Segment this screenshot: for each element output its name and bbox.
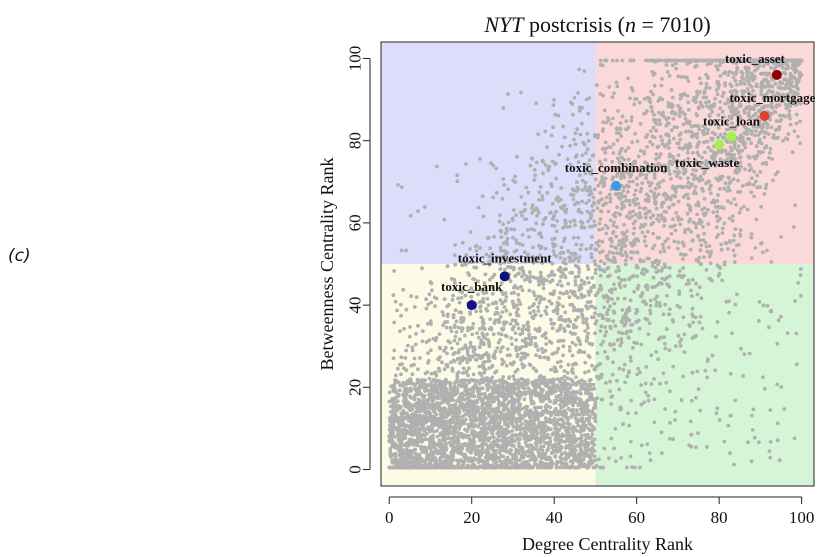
- panel-label: (c): [8, 246, 31, 266]
- label-toxic-bank: toxic_bank: [441, 279, 503, 294]
- x-tick-label-0: 0: [385, 508, 394, 527]
- x-tick-label-100: 100: [789, 508, 815, 527]
- x-tick-label-40: 40: [546, 508, 563, 527]
- x-tick-label-80: 80: [711, 508, 728, 527]
- x-tick-label-60: 60: [628, 508, 645, 527]
- y-axis-label: Betweenness Centrality Rank: [317, 158, 337, 371]
- point-toxic-mortgage: [759, 111, 770, 121]
- label-toxic-investment: toxic_investment: [458, 250, 553, 265]
- label-toxic-asset: toxic_asset: [725, 51, 786, 66]
- y-tick-label-60: 60: [346, 214, 365, 231]
- background-points: [387, 58, 804, 470]
- y-tick-label-80: 80: [346, 132, 365, 149]
- y-tick-label-40: 40: [346, 297, 365, 314]
- x-axis-label: Degree Centrality Rank: [522, 534, 693, 554]
- label-toxic-mortgage: toxic_mortgage: [730, 90, 816, 105]
- label-toxic-loan: toxic_loan: [703, 114, 761, 129]
- label-toxic-waste: toxic_waste: [675, 155, 739, 170]
- point-toxic-asset: [771, 69, 782, 80]
- point-toxic-investment: [499, 271, 510, 282]
- chart-title: NYT postcrisis (n = 7010): [483, 12, 710, 37]
- point-toxic-bank: [466, 300, 477, 311]
- y-tick-label-0: 0: [346, 465, 365, 474]
- point-toxic-combination: [611, 180, 622, 191]
- point-toxic-loan: [726, 131, 737, 142]
- y-tick-label-20: 20: [346, 379, 365, 396]
- plot-frame: [380, 41, 815, 487]
- quadrant-1: [381, 42, 596, 264]
- y-tick-label-100: 100: [346, 46, 365, 72]
- highlighted-points: toxic_asset toxic_mortgage toxic_loantoxic…: [441, 51, 816, 311]
- x-tick-label-20: 20: [463, 508, 480, 527]
- label-toxic-combination: toxic_combination: [565, 160, 668, 175]
- quadrant-backgrounds: [381, 42, 814, 486]
- point-toxic-waste: [714, 139, 725, 150]
- y-axis: 0 20 40 60 80 100: [346, 46, 371, 474]
- x-axis: 0 20 40 60 80 100: [385, 496, 815, 527]
